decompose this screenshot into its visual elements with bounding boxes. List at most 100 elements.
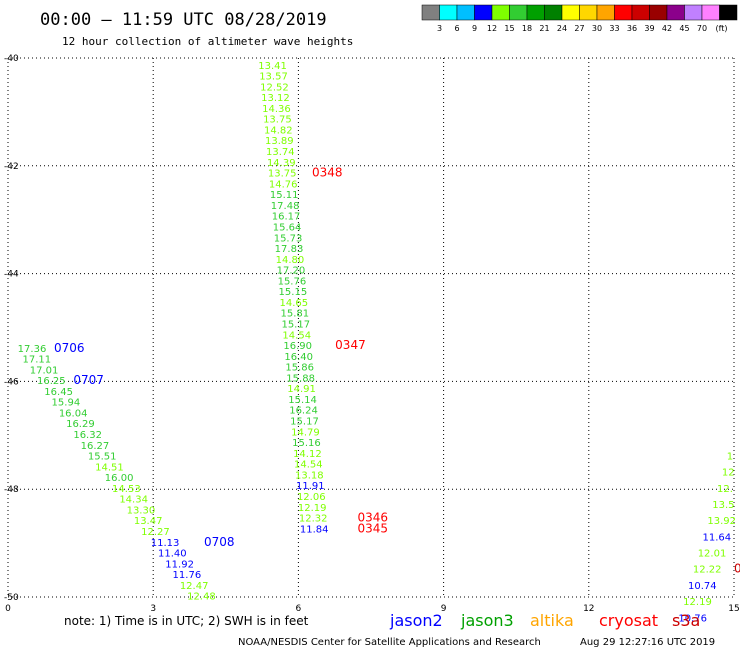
footer-timestamp: Aug 29 12:27:16 UTC 2019 (580, 637, 715, 648)
swh-value: 13.74 (266, 147, 295, 158)
swh-value: 11.64 (703, 532, 732, 543)
chart-subtitle: 12 hour collection of altimeter wave hei… (62, 35, 353, 48)
legend-label: 12 (487, 24, 497, 33)
time-label: 0708 (204, 535, 235, 549)
swh-value: 10.76 (678, 613, 707, 624)
swh-value: 15.76 (278, 276, 307, 287)
swh-value: 12.22 (693, 565, 722, 576)
swh-value: 14.79 (291, 427, 320, 438)
y-axis: -40 -42 -44 -46 -48 -50 (4, 54, 19, 603)
legend-label: 18 (522, 24, 532, 33)
swh-value: 16.04 (59, 408, 88, 419)
legend-label: 30 (592, 24, 602, 33)
swh-value: 12.47 (180, 581, 209, 592)
x-tick-label: 6 (296, 604, 302, 614)
swh-value: 12.32 (299, 514, 328, 525)
swh-value: 17.36 (18, 344, 47, 355)
legend-swatch (439, 4, 458, 21)
swh-value: 15.88 (286, 373, 315, 384)
legend-swatch (666, 4, 685, 21)
satellite-jason2: jason2 (389, 611, 443, 630)
x-axis: 0 3 6 9 12 15 (5, 604, 740, 614)
swh-value: 11.40 (158, 549, 187, 560)
swh-value: 15.16 (292, 438, 321, 449)
swh-value: 12.48 (187, 592, 216, 603)
y-tick-label: -50 (4, 593, 19, 603)
legend-swatch (491, 4, 510, 21)
y-tick-label: -42 (4, 162, 19, 172)
legend-swatch (544, 4, 563, 21)
satellite-legend: jason2 jason3 altika cryosat s3a (389, 611, 700, 630)
legend-label: 70 (697, 24, 707, 33)
swh-value: 13.12 (261, 93, 290, 104)
swh-value: 15.81 (280, 309, 309, 320)
swh-value: 14.53 (112, 484, 141, 495)
legend-swatch (684, 4, 703, 21)
time-label: 0347 (335, 338, 366, 352)
legend-label: 9 (472, 24, 477, 33)
satellite-s3a: s3a (672, 611, 700, 630)
swh-value: 13.30 (127, 505, 156, 516)
swh-value: 14.34 (119, 495, 148, 506)
grid (7, 57, 735, 598)
swh-value: 14.80 (276, 255, 305, 266)
y-tick-label: -48 (4, 485, 19, 495)
legend-label: 15 (504, 24, 514, 33)
time-label: 0 (734, 562, 740, 576)
legend-label: 27 (574, 24, 584, 33)
swh-value: 14.39 (267, 158, 296, 169)
swh-value: 13.41 (258, 61, 287, 72)
legend-swatch (596, 4, 615, 21)
swh-value: 14.54 (294, 460, 323, 471)
swh-value: 15.94 (52, 398, 81, 409)
swh-value: 10.74 (688, 581, 717, 592)
swh-value: 17.01 (30, 365, 59, 376)
legend-label: 42 (662, 24, 672, 33)
time-label: 0706 (54, 341, 85, 355)
legend-swatch (561, 4, 580, 21)
legend-swatch (579, 4, 598, 21)
swh-value: 13.47 (134, 516, 163, 527)
x-tick-label: 12 (583, 604, 594, 614)
swh-value: 14.54 (282, 330, 311, 341)
time-label: 0346 (357, 511, 388, 525)
swh-value: 16.29 (66, 419, 95, 430)
swh-value: 17.83 (275, 244, 304, 255)
legend-label: 21 (539, 24, 549, 33)
legend-label: 24 (557, 24, 567, 33)
swh-value: 15.15 (279, 287, 308, 298)
time-label: 0707 (73, 373, 104, 387)
y-tick-label: -40 (4, 54, 19, 64)
swh-value: 17.20 (277, 266, 306, 277)
legend-swatch (456, 4, 475, 21)
swh-value: 15.14 (288, 395, 317, 406)
swh-value: 12.52 (260, 82, 289, 93)
swh-value: 13.18 (295, 470, 324, 481)
data-marks: 13.4113.5712.5213.1214.3613.7514.8213.89… (18, 61, 740, 624)
swh-value: 16.32 (73, 430, 102, 441)
swh-value: 16.45 (44, 387, 73, 398)
swh-value: 15.51 (88, 452, 117, 463)
swh-value: 11.91 (296, 481, 325, 492)
legend-label: 33 (609, 24, 619, 33)
satellite-altika: altika (530, 611, 574, 630)
swh-value: 16.17 (272, 212, 301, 223)
swh-value: 16.27 (81, 441, 110, 452)
swh-value: 12. (717, 484, 733, 495)
swh-value: 14.36 (262, 104, 291, 115)
swh-value: 12 (722, 468, 735, 479)
swh-value: 13.5 (712, 500, 734, 511)
swh-value: 15.64 (273, 222, 302, 233)
legend-label: 45 (679, 24, 689, 33)
swh-value: 14.91 (287, 384, 316, 395)
legend-swatch (474, 4, 493, 21)
swh-value: 13.92 (707, 516, 736, 527)
swh-value: 15.17 (290, 417, 319, 428)
x-tick-label: 0 (5, 604, 11, 614)
swh-value: 14.12 (293, 449, 322, 460)
y-tick-label: -46 (4, 377, 19, 387)
swh-value: 17.11 (23, 355, 52, 366)
legend-label: 36 (627, 24, 637, 33)
swh-value: 12.01 (698, 549, 727, 560)
